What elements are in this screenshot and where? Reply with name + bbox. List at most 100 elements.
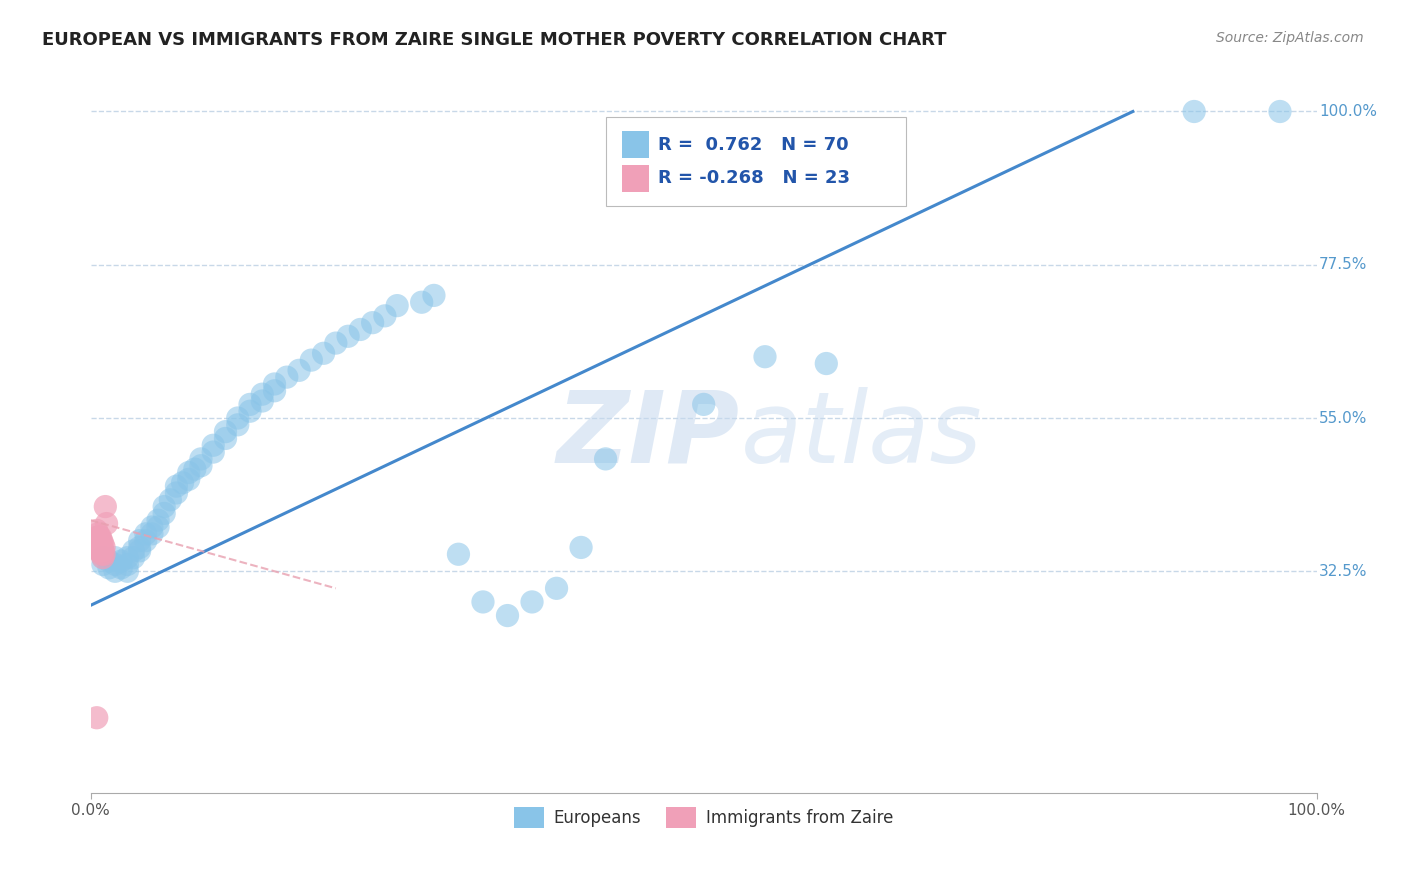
- Point: [337, 329, 360, 343]
- Point: [86, 524, 108, 538]
- Point: [87, 541, 110, 555]
- Point: [1182, 104, 1205, 119]
- Point: [423, 288, 446, 302]
- Point: [815, 357, 838, 371]
- Point: [520, 595, 543, 609]
- Point: [91, 558, 114, 572]
- Point: [122, 550, 145, 565]
- Point: [202, 438, 225, 452]
- Point: [496, 608, 519, 623]
- Point: [177, 472, 200, 486]
- Point: [226, 417, 249, 432]
- Point: [385, 299, 408, 313]
- Point: [91, 537, 114, 551]
- Point: [349, 322, 371, 336]
- Point: [117, 558, 139, 572]
- Point: [146, 513, 169, 527]
- Point: [252, 387, 274, 401]
- Point: [202, 445, 225, 459]
- Text: 77.5%: 77.5%: [1319, 257, 1368, 272]
- Point: [93, 547, 115, 561]
- Text: 32.5%: 32.5%: [1319, 564, 1368, 579]
- Text: 100.0%: 100.0%: [1319, 104, 1378, 119]
- Point: [117, 550, 139, 565]
- Text: R = -0.268   N = 23: R = -0.268 N = 23: [658, 169, 851, 187]
- Point: [1268, 104, 1291, 119]
- Point: [89, 537, 111, 551]
- Point: [104, 550, 127, 565]
- Point: [276, 370, 298, 384]
- Text: EUROPEAN VS IMMIGRANTS FROM ZAIRE SINGLE MOTHER POVERTY CORRELATION CHART: EUROPEAN VS IMMIGRANTS FROM ZAIRE SINGLE…: [42, 31, 946, 49]
- Point: [288, 363, 311, 377]
- FancyBboxPatch shape: [621, 131, 648, 158]
- Point: [141, 520, 163, 534]
- Text: atlas: atlas: [741, 386, 983, 483]
- Point: [299, 353, 322, 368]
- Point: [214, 432, 236, 446]
- Point: [91, 550, 114, 565]
- Point: [86, 530, 108, 544]
- Point: [86, 711, 108, 725]
- Point: [447, 547, 470, 561]
- Point: [96, 516, 118, 531]
- Text: R =  0.762   N = 70: R = 0.762 N = 70: [658, 136, 849, 153]
- Point: [226, 411, 249, 425]
- Point: [146, 520, 169, 534]
- Point: [87, 526, 110, 541]
- Point: [89, 530, 111, 544]
- Point: [89, 530, 111, 544]
- Point: [159, 492, 181, 507]
- Text: Source: ZipAtlas.com: Source: ZipAtlas.com: [1216, 31, 1364, 45]
- Point: [263, 376, 285, 391]
- Point: [110, 561, 132, 575]
- Point: [172, 475, 194, 490]
- Point: [190, 458, 212, 473]
- Point: [89, 537, 111, 551]
- Point: [128, 544, 150, 558]
- Point: [98, 561, 121, 575]
- Point: [98, 554, 121, 568]
- Point: [252, 394, 274, 409]
- Point: [89, 544, 111, 558]
- Legend: Europeans, Immigrants from Zaire: Europeans, Immigrants from Zaire: [508, 801, 900, 834]
- Point: [110, 554, 132, 568]
- Point: [153, 500, 176, 514]
- Point: [325, 336, 347, 351]
- Point: [128, 533, 150, 548]
- Point: [569, 541, 592, 555]
- Point: [472, 595, 495, 609]
- Point: [128, 541, 150, 555]
- Point: [184, 462, 207, 476]
- Point: [91, 544, 114, 558]
- Point: [104, 564, 127, 578]
- FancyBboxPatch shape: [606, 117, 905, 206]
- Point: [135, 526, 157, 541]
- Point: [90, 541, 112, 555]
- Point: [312, 346, 335, 360]
- Point: [692, 397, 714, 411]
- Point: [93, 541, 115, 555]
- Point: [754, 350, 776, 364]
- Point: [117, 564, 139, 578]
- Point: [263, 384, 285, 398]
- Point: [411, 295, 433, 310]
- Point: [177, 466, 200, 480]
- Point: [214, 425, 236, 439]
- Text: ZIP: ZIP: [557, 386, 740, 483]
- Point: [239, 397, 262, 411]
- Point: [239, 404, 262, 418]
- Point: [104, 558, 127, 572]
- Text: 55.0%: 55.0%: [1319, 410, 1368, 425]
- Point: [165, 479, 187, 493]
- Point: [546, 582, 568, 596]
- FancyBboxPatch shape: [621, 165, 648, 192]
- Point: [86, 537, 108, 551]
- Point: [361, 316, 384, 330]
- Point: [87, 533, 110, 548]
- Point: [374, 309, 396, 323]
- Point: [89, 544, 111, 558]
- Point: [135, 533, 157, 548]
- Point: [91, 550, 114, 565]
- Point: [141, 526, 163, 541]
- Point: [165, 486, 187, 500]
